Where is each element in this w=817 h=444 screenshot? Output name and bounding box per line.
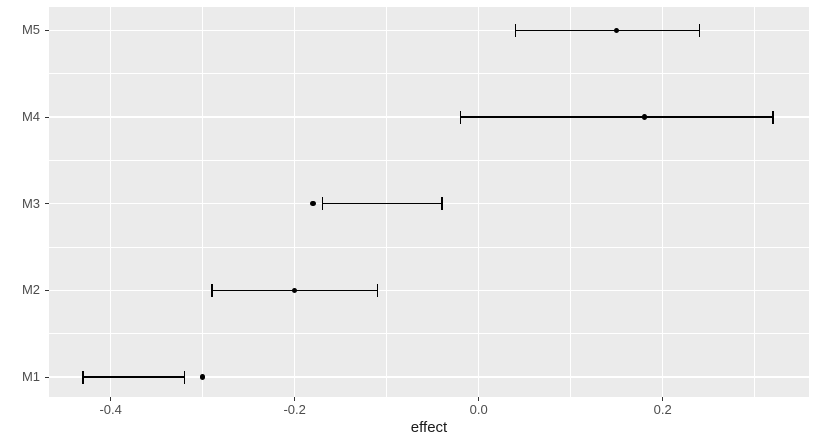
error-bar-cap-right xyxy=(698,23,701,37)
x-tick-label: -0.2 xyxy=(283,402,306,417)
error-bar-cap-left xyxy=(211,283,213,297)
x-tick-label: 0.0 xyxy=(469,402,488,417)
y-tick-mark xyxy=(45,116,49,118)
x-tick-label: 0.2 xyxy=(653,402,672,417)
y-tick-mark xyxy=(45,289,49,291)
x-tick-mark xyxy=(662,397,664,401)
error-bar-cap-left xyxy=(514,23,517,37)
x-tick-mark xyxy=(110,397,112,401)
h-gridline-major xyxy=(49,289,809,292)
error-bar-line xyxy=(83,376,185,378)
h-gridline-major xyxy=(49,29,809,32)
v-gridline-major xyxy=(477,7,480,397)
error-bar-cap-right xyxy=(441,197,443,211)
error-bar-cap-left xyxy=(321,197,324,211)
v-gridline-major xyxy=(109,7,112,397)
error-bar-cap-right xyxy=(376,283,379,297)
y-tick-mark xyxy=(45,376,49,378)
y-tick-mark xyxy=(45,203,49,205)
y-tick-label: M3 xyxy=(21,195,40,211)
y-tick-label: M4 xyxy=(21,109,40,125)
point-estimate xyxy=(613,27,620,34)
y-tick-label: M2 xyxy=(21,282,40,298)
x-tick-label: -0.4 xyxy=(99,402,122,417)
error-bar-line xyxy=(460,116,774,118)
v-gridline-minor xyxy=(202,7,203,397)
plot-panel xyxy=(49,7,809,397)
h-gridline-minor xyxy=(49,160,809,161)
point-estimate xyxy=(641,114,648,120)
point-estimate xyxy=(291,287,298,294)
error-bar-cap-left xyxy=(82,370,84,384)
point-estimate xyxy=(310,200,316,207)
y-tick-mark xyxy=(45,29,49,31)
error-bar-cap-right xyxy=(772,110,774,124)
x-tick-mark xyxy=(294,397,296,401)
error-bar-line xyxy=(515,29,700,32)
v-gridline-minor xyxy=(754,7,756,397)
v-gridline-minor xyxy=(386,7,387,397)
h-gridline-major xyxy=(49,116,809,118)
x-axis-title: effect xyxy=(410,419,448,436)
h-gridline-minor xyxy=(49,73,809,75)
error-bar-line xyxy=(322,202,442,205)
v-gridline-major xyxy=(662,7,664,397)
v-gridline-major xyxy=(293,7,296,397)
error-bar-cap-right xyxy=(183,370,185,384)
h-gridline-major xyxy=(49,376,809,378)
y-tick-label: M1 xyxy=(21,369,40,385)
h-gridline-minor xyxy=(49,333,809,335)
v-gridline-minor xyxy=(570,7,572,397)
y-tick-label: M5 xyxy=(21,22,40,38)
point-estimate xyxy=(199,374,206,380)
x-tick-mark xyxy=(478,397,480,401)
h-gridline-minor xyxy=(49,246,809,248)
error-bar-cap-left xyxy=(459,110,462,124)
